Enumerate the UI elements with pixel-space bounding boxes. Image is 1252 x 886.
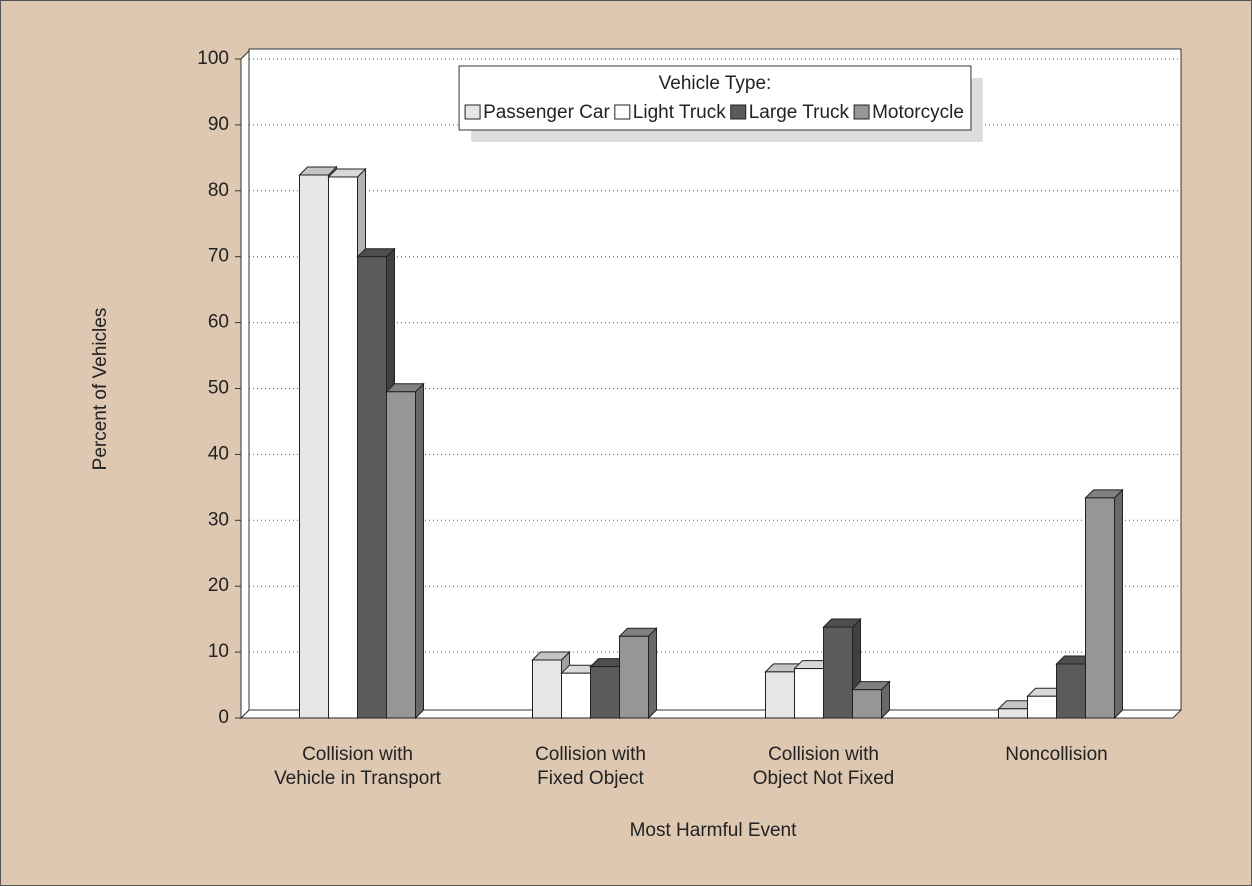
- legend-swatch: [614, 104, 631, 120]
- bar: [561, 672, 591, 719]
- y-tick-label: 100: [197, 48, 229, 69]
- legend-swatch: [464, 104, 481, 120]
- y-tick-label: 0: [218, 707, 229, 728]
- legend-label: Motorcycle: [872, 102, 964, 123]
- bar-side: [415, 382, 424, 720]
- y-tick-label: 50: [208, 378, 229, 399]
- y-tick-label: 40: [208, 443, 229, 464]
- legend: Vehicle Type: Passenger Car Light Truck Lar…: [458, 65, 983, 142]
- legend-title: Vehicle Type:: [659, 73, 772, 94]
- y-tick-label: 20: [208, 575, 229, 596]
- bar: [619, 635, 649, 719]
- x-tick-label: Collision with Fixed Object: [535, 744, 646, 789]
- bar: [590, 666, 620, 719]
- bar: [1056, 663, 1086, 719]
- bar-side: [648, 627, 657, 720]
- bar: [532, 659, 562, 719]
- legend-swatch: [853, 104, 870, 120]
- bar: [765, 671, 795, 719]
- legend-swatch: [730, 104, 747, 120]
- bar: [299, 174, 329, 719]
- bar: [852, 689, 882, 719]
- y-tick-label: 70: [208, 246, 229, 267]
- bar: [386, 391, 416, 719]
- x-tick-label: Collision with Vehicle in Transport: [274, 744, 441, 789]
- legend-label: Passenger Car: [483, 102, 610, 123]
- y-axis-title: Percent of Vehicles: [90, 308, 111, 471]
- x-tick-label: Noncollision: [1005, 744, 1108, 765]
- y-tick-label: 80: [208, 180, 229, 201]
- x-tick-label: Collision with Object Not Fixed: [752, 744, 895, 789]
- y-tick-label: 90: [208, 114, 229, 135]
- bar: [357, 256, 387, 719]
- bar: [1085, 497, 1115, 719]
- legend-label: Light Truck: [633, 102, 726, 123]
- bar: [1027, 695, 1057, 719]
- bar: [794, 668, 824, 719]
- x-axis-title: Most Harmful Event: [630, 820, 798, 841]
- legend-label: Large Truck: [749, 102, 850, 123]
- bar-side: [1114, 488, 1123, 720]
- y-tick-label: 30: [208, 509, 229, 530]
- bar: [328, 176, 358, 719]
- legend-box: [458, 65, 972, 131]
- y-tick-label: 10: [208, 641, 229, 662]
- y-tick-label: 60: [208, 312, 229, 333]
- plot-side: [240, 49, 250, 720]
- bar: [998, 708, 1028, 719]
- bar: [823, 626, 853, 719]
